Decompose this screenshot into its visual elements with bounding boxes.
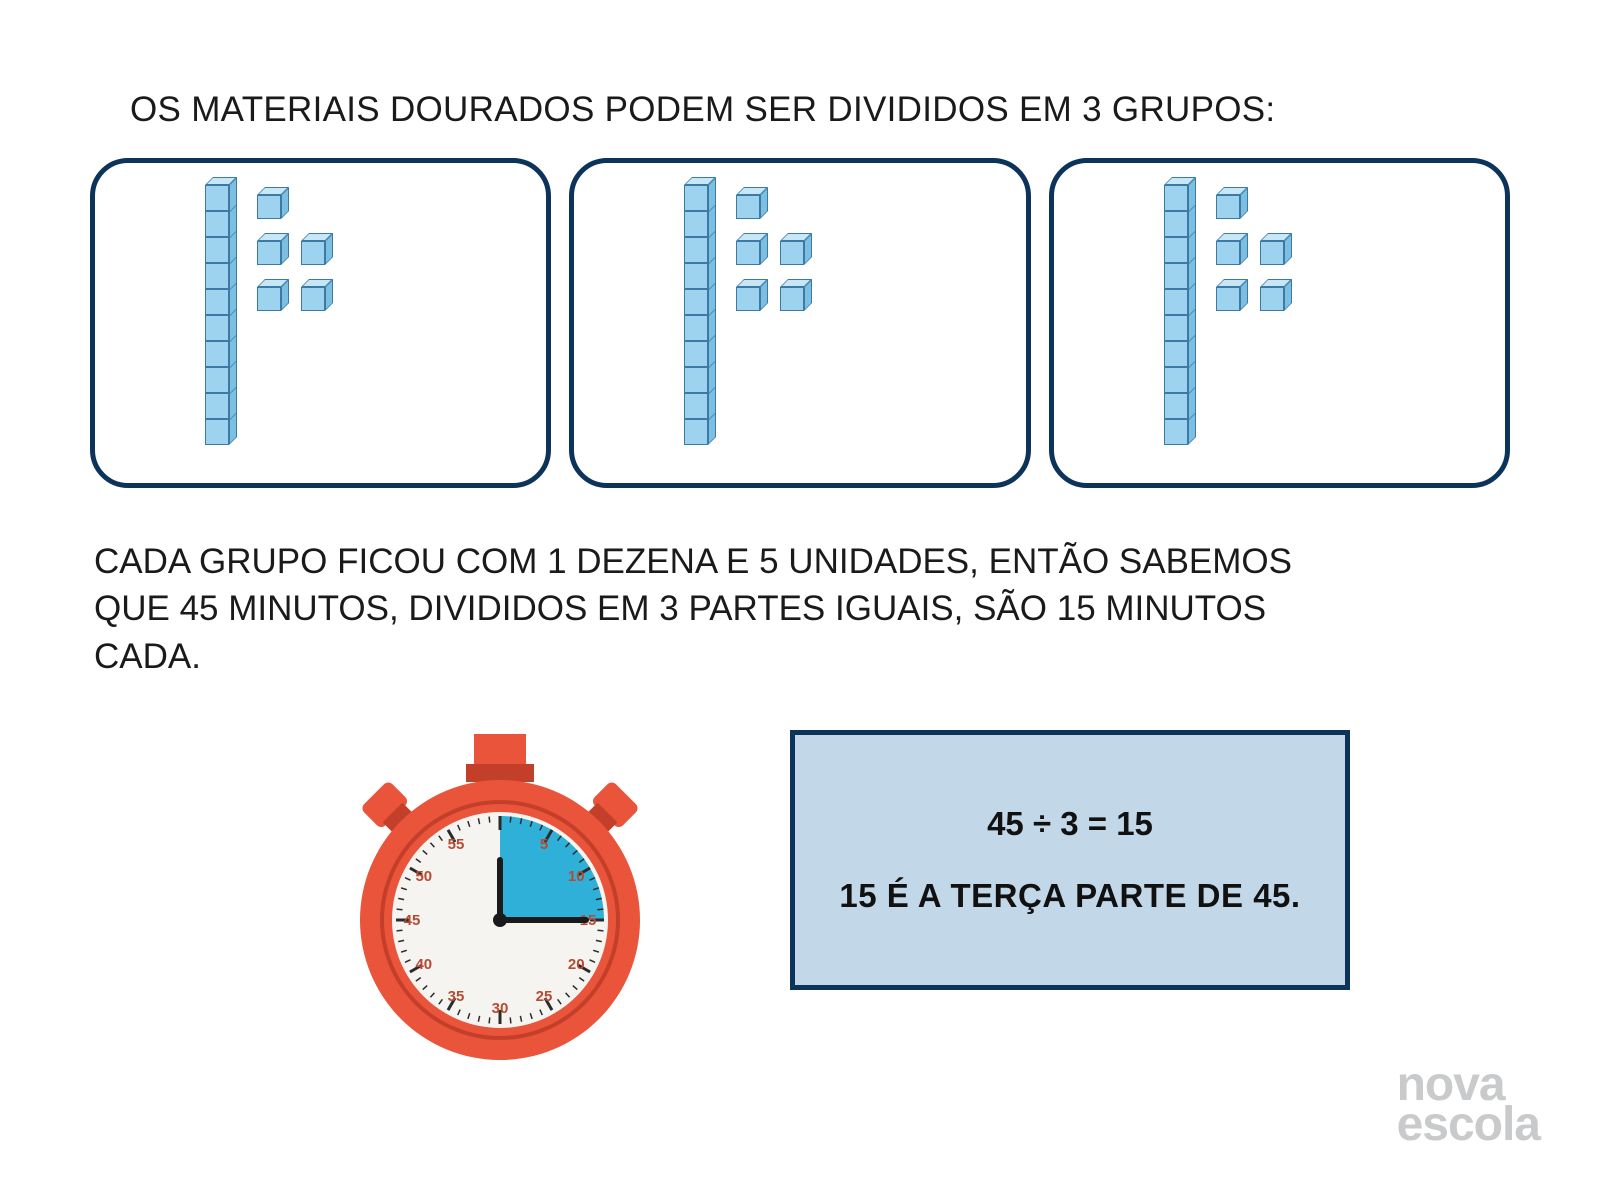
svg-text:10: 10 xyxy=(568,868,585,885)
slide: OS MATERIAIS DOURADOS PODEM SER DIVIDIDO… xyxy=(0,0,1600,1200)
unit-cube xyxy=(736,279,760,303)
unit-cube xyxy=(736,187,760,211)
unit-cube xyxy=(1260,233,1284,257)
unit-cube xyxy=(780,279,804,303)
unit-cube xyxy=(257,279,281,303)
tens-rod xyxy=(205,185,229,445)
tens-rod xyxy=(1164,185,1188,445)
unit-cube xyxy=(1216,233,1240,257)
tens-rod xyxy=(684,185,708,445)
unit-cubes-cluster xyxy=(736,185,804,445)
group-card xyxy=(90,158,551,488)
unit-cube xyxy=(301,233,325,257)
unit-cube xyxy=(1216,187,1240,211)
unit-cube xyxy=(1216,279,1240,303)
unit-cubes-cluster xyxy=(257,185,325,445)
unit-cube xyxy=(257,233,281,257)
stopwatch-icon: 510152025303540455055 xyxy=(340,710,660,1075)
bottom-row: 510152025303540455055 45 ÷ 3 = 15 15 É A… xyxy=(90,720,1510,1080)
svg-text:35: 35 xyxy=(448,988,465,1005)
brand-line2: escola xyxy=(1397,1105,1540,1144)
svg-text:5: 5 xyxy=(540,836,548,853)
unit-cube xyxy=(301,279,325,303)
group-card xyxy=(1049,158,1510,488)
svg-text:45: 45 xyxy=(404,912,421,929)
unit-cube xyxy=(257,187,281,211)
equation-box: 45 ÷ 3 = 15 15 É A TERÇA PARTE DE 45. xyxy=(790,730,1350,990)
groups-row xyxy=(90,158,1510,488)
svg-text:40: 40 xyxy=(415,956,432,973)
unit-cubes-cluster xyxy=(1216,185,1284,445)
heading: OS MATERIAIS DOURADOS PODEM SER DIVIDIDO… xyxy=(130,90,1510,130)
group-card xyxy=(569,158,1030,488)
equation-statement: 15 É A TERÇA PARTE DE 45. xyxy=(839,877,1300,915)
svg-text:25: 25 xyxy=(536,988,553,1005)
unit-cube xyxy=(1260,279,1284,303)
brand-logo: nova escola xyxy=(1397,1065,1540,1144)
svg-text:50: 50 xyxy=(415,868,432,885)
unit-cube xyxy=(736,233,760,257)
explanation-paragraph: CADA GRUPO FICOU COM 1 DEZENA E 5 UNIDAD… xyxy=(94,538,1354,680)
svg-text:20: 20 xyxy=(568,956,585,973)
svg-text:30: 30 xyxy=(492,1000,509,1017)
unit-cube xyxy=(780,233,804,257)
equation-expression: 45 ÷ 3 = 15 xyxy=(987,805,1153,843)
svg-text:55: 55 xyxy=(448,836,465,853)
